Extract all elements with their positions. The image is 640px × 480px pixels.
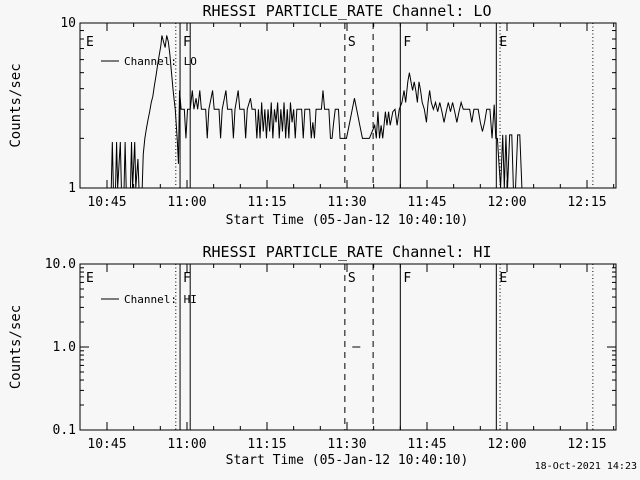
y-tick-label: 0.1: [53, 423, 76, 438]
y-tick-label: 10: [60, 16, 76, 31]
event-label-e: E: [499, 271, 507, 286]
x-axis-label: Start Time (05-Jan-12 10:40:10): [226, 213, 469, 228]
x-tick-label: 12:15: [567, 437, 606, 452]
x-tick-label: 10:45: [87, 195, 126, 210]
x-tick-label: 11:30: [327, 437, 366, 452]
panel-lo: RHESSI PARTICLE_RATE Channel: LO E F S F E 10:…: [8, 2, 617, 228]
event-label-f: F: [403, 271, 411, 286]
x-tick-label: 11:30: [327, 195, 366, 210]
x-tick-label: 10:45: [87, 437, 126, 452]
event-label-f: F: [403, 35, 411, 50]
event-label-e: E: [86, 271, 94, 286]
x-tick-label: 11:15: [247, 437, 286, 452]
x-tick-label: 12:15: [567, 195, 606, 210]
legend-label: Channel: LO: [124, 55, 197, 68]
event-label-f: F: [183, 35, 191, 50]
x-tick-label: 11:15: [247, 195, 286, 210]
x-tick-label: 12:00: [487, 195, 526, 210]
x-axis-label: Start Time (05-Jan-12 10:40:10): [226, 453, 469, 468]
x-tick-label: 11:00: [167, 437, 206, 452]
y-axis-label: Counts/sec: [8, 305, 24, 389]
y-tick-label: 1: [68, 181, 76, 196]
plot-frame: [79, 22, 617, 189]
y-tick-label: 1.0: [53, 340, 76, 355]
y-axis-label: Counts/sec: [8, 63, 24, 147]
x-tick-label: 11:45: [407, 195, 446, 210]
event-label-e: E: [499, 35, 507, 50]
panel-title: RHESSI PARTICLE_RATE Channel: LO: [203, 2, 492, 20]
panel-hi: RHESSI PARTICLE_RATE Channel: HI E F S F E 10:…: [8, 243, 617, 468]
x-tick-label: 11:00: [167, 195, 206, 210]
event-label-f: F: [183, 271, 191, 286]
y-tick-label: 10.0: [45, 257, 76, 272]
event-label-s: S: [348, 35, 356, 50]
x-tick-label: 11:45: [407, 437, 446, 452]
event-label-s: S: [348, 271, 356, 286]
x-tick-label: 12:00: [487, 437, 526, 452]
plot-frame: [79, 263, 617, 431]
legend-label: Channel: HI: [124, 293, 197, 306]
lo-series-line: [108, 35, 528, 189]
event-label-e: E: [86, 35, 94, 50]
render-timestamp: 18-Oct-2021 14:23: [535, 461, 637, 472]
panel-title: RHESSI PARTICLE_RATE Channel: HI: [203, 243, 492, 261]
